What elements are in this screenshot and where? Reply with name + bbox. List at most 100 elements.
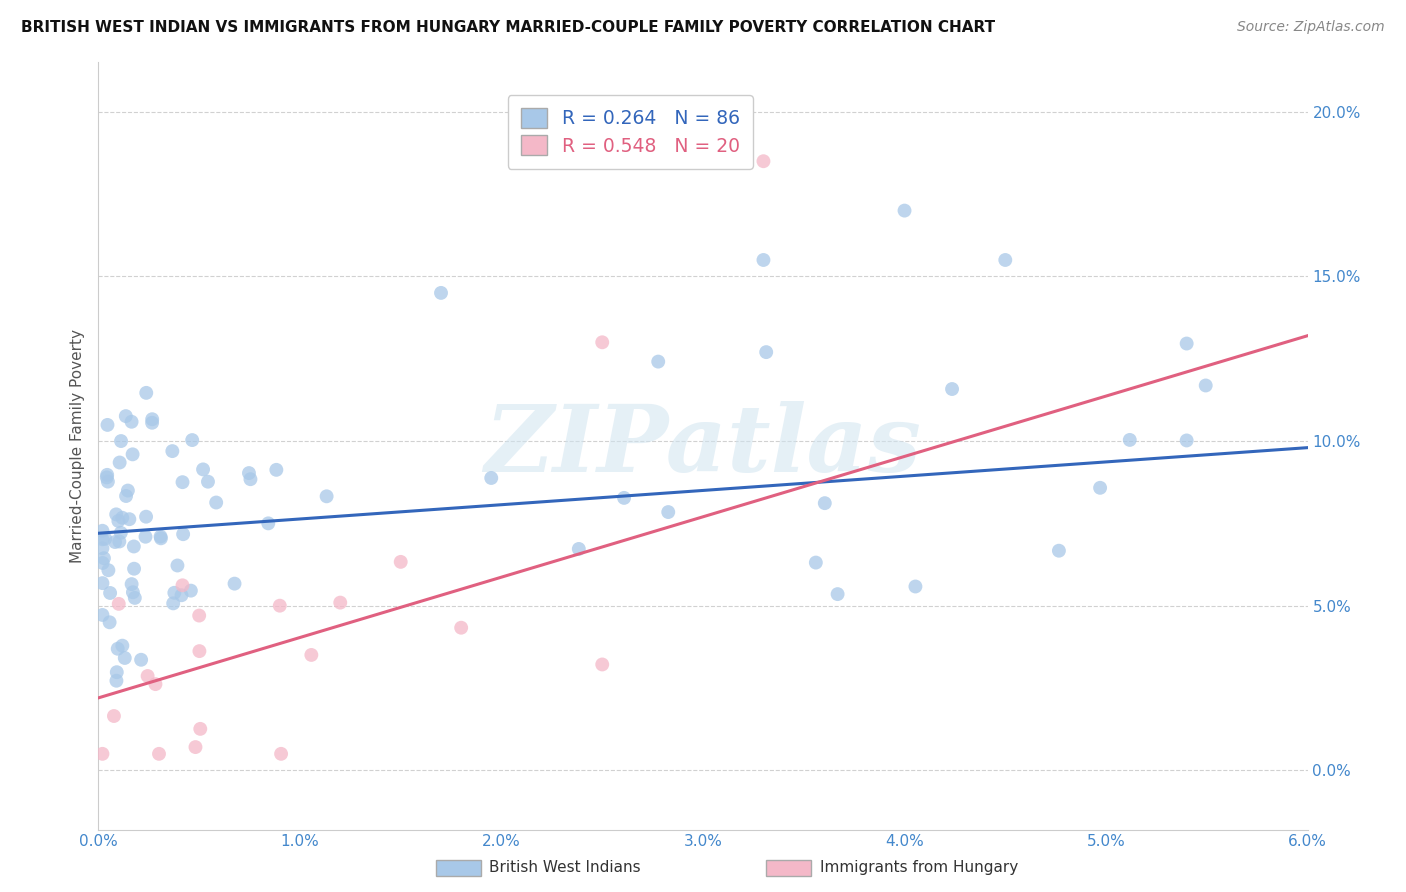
Point — [299, 648, 322, 662]
Point — [121, 415, 143, 429]
Point — [122, 562, 145, 576]
Point — [269, 599, 291, 613]
Point — [1175, 434, 1198, 448]
Text: BRITISH WEST INDIAN VS IMMIGRANTS FROM HUNGARY MARRIED-COUPLE FAMILY POVERTY COR: BRITISH WEST INDIAN VS IMMIGRANTS FROM H… — [21, 20, 995, 35]
Point — [108, 534, 131, 549]
Point — [613, 491, 636, 505]
Legend: R = 0.264   N = 86, R = 0.548   N = 20: R = 0.264 N = 86, R = 0.548 N = 20 — [508, 95, 754, 169]
Point — [1119, 433, 1142, 447]
Point — [122, 540, 145, 554]
Point — [121, 447, 143, 461]
Point — [389, 555, 412, 569]
Point — [135, 509, 157, 524]
Point — [96, 417, 118, 432]
Point — [1088, 481, 1111, 495]
Point — [111, 639, 134, 653]
Point — [136, 669, 159, 683]
Point — [105, 508, 128, 522]
Point — [188, 608, 211, 623]
Point — [145, 677, 167, 691]
Point — [752, 252, 775, 267]
Point — [118, 512, 141, 526]
Point — [994, 252, 1017, 267]
Point — [135, 385, 157, 400]
Point — [450, 621, 472, 635]
Point — [107, 641, 129, 656]
Text: ZIPatlas: ZIPatlas — [485, 401, 921, 491]
Point — [141, 416, 163, 430]
Point — [94, 532, 117, 546]
Point — [752, 154, 775, 169]
Point — [105, 673, 128, 688]
Point — [205, 495, 228, 509]
Point — [315, 489, 337, 503]
Point — [134, 530, 156, 544]
Point — [96, 467, 118, 482]
Point — [430, 285, 453, 300]
Point — [149, 529, 172, 543]
Point — [149, 532, 172, 546]
Point — [93, 551, 115, 566]
Point — [98, 586, 121, 600]
Point — [166, 558, 188, 573]
Point — [170, 588, 193, 602]
Point — [91, 607, 114, 622]
Point — [96, 470, 118, 484]
Point — [172, 578, 194, 592]
Point — [111, 510, 134, 524]
Point — [91, 576, 114, 591]
Point — [97, 563, 120, 577]
Point — [197, 475, 219, 489]
Point — [162, 596, 184, 610]
Point — [114, 409, 136, 423]
Point — [172, 475, 194, 490]
Point — [827, 587, 849, 601]
Point — [91, 541, 114, 556]
Point — [329, 596, 352, 610]
Point — [91, 556, 114, 570]
Point — [591, 657, 613, 672]
Point — [122, 585, 145, 599]
Point — [257, 516, 280, 531]
Text: British West Indians: British West Indians — [489, 861, 641, 875]
Point — [172, 527, 194, 541]
Point — [124, 591, 146, 605]
Point — [479, 471, 502, 485]
Point — [114, 651, 136, 665]
Point — [184, 740, 207, 755]
Point — [117, 483, 139, 498]
Point — [568, 541, 591, 556]
Point — [97, 475, 120, 489]
Point — [105, 665, 128, 680]
Point — [129, 653, 152, 667]
Point — [110, 434, 132, 448]
Point — [1175, 336, 1198, 351]
Point — [591, 335, 613, 350]
Text: Source: ZipAtlas.com: Source: ZipAtlas.com — [1237, 20, 1385, 34]
Point — [755, 345, 778, 359]
Point — [1195, 378, 1218, 392]
Point — [91, 524, 114, 538]
Point — [91, 747, 114, 761]
Point — [107, 514, 129, 528]
Point — [148, 747, 170, 761]
Point — [141, 412, 163, 426]
Point — [91, 533, 114, 547]
Point — [121, 577, 143, 591]
Y-axis label: Married-Couple Family Poverty: Married-Couple Family Poverty — [70, 329, 86, 563]
Point — [814, 496, 837, 510]
Point — [270, 747, 292, 761]
Point — [180, 583, 202, 598]
Point — [181, 433, 204, 447]
Point — [647, 354, 669, 368]
Point — [239, 472, 262, 486]
Point — [1047, 543, 1070, 558]
Point — [657, 505, 679, 519]
Point — [266, 463, 288, 477]
Point — [238, 466, 260, 480]
Point — [188, 722, 211, 736]
Point — [893, 203, 915, 218]
Point — [163, 586, 186, 600]
Point — [904, 580, 927, 594]
Point — [188, 644, 211, 658]
